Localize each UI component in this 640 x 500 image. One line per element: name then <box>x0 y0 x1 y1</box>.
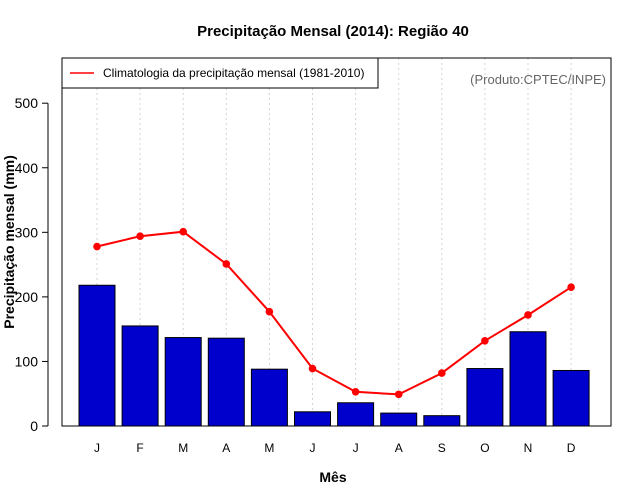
bar <box>294 411 331 427</box>
climatology-point <box>567 283 575 291</box>
x-tick-label: A <box>395 441 403 455</box>
climatology-point <box>136 232 144 240</box>
x-tick-label: F <box>136 441 143 455</box>
y-tick-label: 200 <box>15 289 39 305</box>
x-tick-label: A <box>222 441 230 455</box>
climatology-point <box>93 242 101 251</box>
x-axis-title: Mês <box>319 469 346 485</box>
y-axis-title: Precipitação mensal (mm) <box>1 155 17 329</box>
x-tick-label: N <box>524 441 533 455</box>
climatology-line <box>96 230 572 396</box>
climatology-point <box>351 387 360 396</box>
bar <box>250 368 288 427</box>
legend-box <box>61 57 379 89</box>
climatology-point <box>222 260 231 268</box>
x-tick-label: O <box>480 441 489 455</box>
y-tick-label: 0 <box>30 418 38 434</box>
y-tick-label: 400 <box>15 160 39 176</box>
climatology-point <box>524 311 532 319</box>
climatology-point <box>179 227 187 236</box>
bar <box>552 369 590 427</box>
bar <box>337 402 375 427</box>
bar <box>164 337 202 427</box>
climatology-point <box>481 336 489 345</box>
y-tick-label: 300 <box>15 224 39 240</box>
x-tick-label: D <box>567 441 576 455</box>
bar <box>380 412 418 427</box>
climatology-series <box>93 227 575 399</box>
climatology-point <box>265 307 274 316</box>
chart-title: Precipitação Mensal (2014): Região 40 <box>197 23 469 40</box>
bar <box>207 337 245 427</box>
climatology-point <box>394 390 403 399</box>
climatology-point <box>308 364 317 373</box>
legend: Climatologia da precipitação mensal (198… <box>61 57 379 89</box>
credit-annotation: (Produto:CPTEC/INPE) <box>470 72 606 87</box>
x-tick-label: S <box>438 441 446 455</box>
bar <box>78 284 116 427</box>
x-tick-label: J <box>310 441 316 455</box>
bar <box>121 325 159 427</box>
bar <box>509 331 547 427</box>
bar-series <box>78 284 590 427</box>
y-tick-label: 500 <box>15 95 39 111</box>
bar <box>423 415 461 427</box>
climatology-point <box>438 369 446 377</box>
x-tick-label: J <box>94 441 100 455</box>
legend-label: Climatologia da precipitação mensal (198… <box>103 66 364 80</box>
x-tick-label: J <box>353 441 359 455</box>
y-tick-label: 100 <box>15 353 39 369</box>
y-axis: 0 100 200 300 400 500 <box>15 95 49 434</box>
bar <box>466 368 504 427</box>
x-tick-label: M <box>264 441 274 455</box>
x-tick-label: M <box>178 441 188 455</box>
